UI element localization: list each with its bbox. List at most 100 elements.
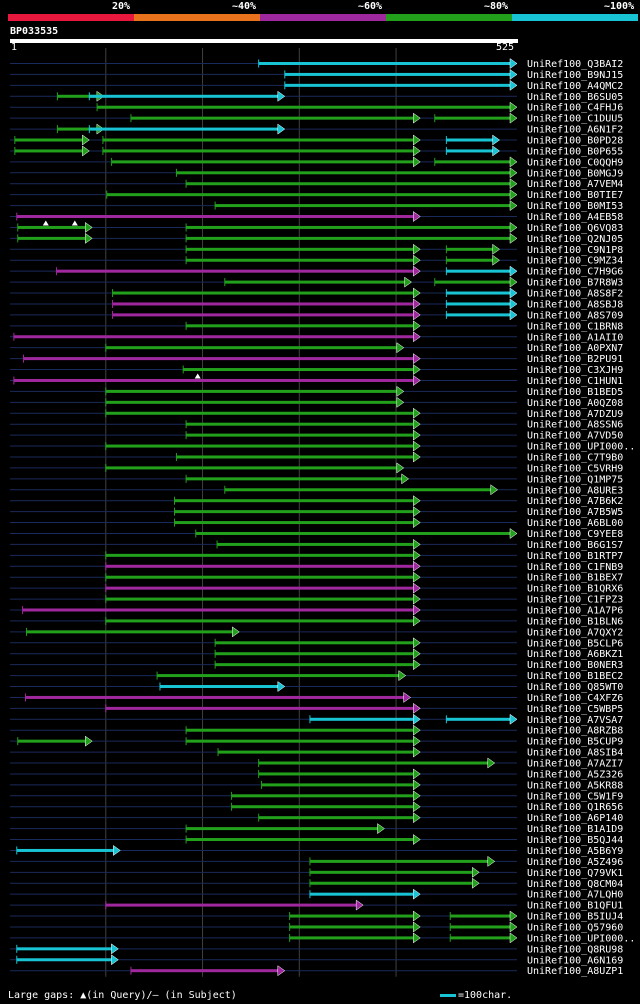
hit-segment: [13, 378, 417, 382]
hit-segment: [23, 357, 417, 361]
hit-segment: [105, 444, 417, 448]
hit-label: UniRef100_B0NER3: [527, 660, 623, 671]
hit-arrow: [412, 582, 421, 594]
hit-arrow: [412, 604, 421, 616]
hit-segment: [105, 389, 400, 393]
hit-segment: [14, 149, 86, 153]
hit-segment: [102, 149, 417, 153]
hit-label: UniRef100_B6SU05: [527, 92, 623, 103]
hit-arrow: [398, 670, 407, 682]
hit-arrow: [412, 648, 421, 660]
hit-segment: [186, 838, 417, 842]
hit-arrow: [412, 549, 421, 561]
hit-arrow: [509, 221, 518, 233]
hit-label: UniRef100_B0TIE7: [527, 190, 623, 201]
hit-segment: [446, 302, 513, 306]
query-bar: [10, 39, 518, 43]
hit-segment: [186, 182, 514, 186]
hit-label: UniRef100_Q79VK1: [527, 868, 623, 879]
hit-arrow: [509, 101, 518, 113]
hit-label: UniRef100_Q2NJ05: [527, 234, 623, 245]
hit-label: UniRef100_B5IUJ4: [527, 912, 623, 923]
hit-arrow: [412, 309, 421, 321]
hit-arrow: [277, 681, 286, 692]
hit-segment: [25, 695, 407, 699]
hit-arrow: [412, 593, 421, 605]
hit-segment: [215, 641, 417, 645]
hit-arrow: [412, 145, 421, 157]
hit-arrow: [412, 790, 421, 802]
hit-arrow: [509, 68, 518, 80]
hit-segment: [309, 717, 417, 721]
hit-label: UniRef100_A0PXN7: [527, 343, 623, 354]
hit-segment: [102, 138, 417, 142]
hit-segment: [289, 914, 417, 918]
hit-label: UniRef100_A6BKZ1: [527, 649, 623, 660]
scale-legend-text: =100char.: [458, 990, 513, 1001]
hit-label: UniRef100_Q57960: [527, 922, 623, 933]
hit-arrow: [82, 134, 90, 146]
hit-arrow: [412, 735, 421, 747]
hit-arrow: [412, 364, 421, 376]
hit-arrow: [509, 713, 518, 725]
hit-label: UniRef100_A5KR88: [527, 780, 623, 791]
hit-label: UniRef100_C0QQH9: [527, 157, 623, 168]
hit-segment: [22, 608, 417, 612]
hit-arrow: [509, 287, 518, 299]
hit-segment: [224, 280, 408, 284]
hit-label: UniRef100_C3XJH9: [527, 365, 623, 376]
hit-arrow: [377, 823, 385, 835]
hit-arrow: [412, 910, 421, 922]
hit-arrow: [412, 713, 421, 725]
hit-arrow: [412, 254, 421, 266]
hit-segment: [186, 433, 417, 437]
query-gap-marker: [42, 220, 49, 226]
hit-segment: [130, 969, 281, 973]
hit-arrow: [509, 167, 518, 179]
hit-segment: [186, 247, 417, 251]
hit-segment: [215, 652, 417, 656]
hit-label: UniRef100_A5B6Y9: [527, 846, 623, 857]
hit-arrow: [412, 724, 421, 736]
hit-arrow: [412, 418, 421, 430]
hit-arrow: [509, 910, 518, 922]
hit-label: UniRef100_Q8CM04: [527, 879, 623, 890]
hit-arrow: [412, 517, 421, 529]
hit-segment: [57, 94, 100, 98]
hit-label: UniRef100_B1QFU1: [527, 901, 623, 912]
hit-label: UniRef100_C9MZ34: [527, 256, 623, 267]
hit-segment: [231, 794, 417, 798]
hit-segment: [446, 258, 496, 262]
hit-segment: [16, 215, 417, 219]
hit-arrow: [412, 429, 421, 441]
hit-arrow: [412, 440, 421, 452]
hit-arrow: [509, 265, 518, 277]
hit-label: UniRef100_B0MI53: [527, 201, 623, 212]
hit-segment: [105, 619, 417, 623]
hit-arrow: [401, 473, 410, 485]
hit-segment: [215, 204, 513, 208]
hit-segment: [16, 848, 117, 852]
hit-label: UniRef100_UPI000..: [527, 442, 635, 453]
hit-label: UniRef100_A8SBJ8: [527, 299, 623, 310]
hit-label: UniRef100_A7QXY2: [527, 627, 623, 638]
hit-label: UniRef100_B1BEX7: [527, 573, 623, 584]
hit-segment: [186, 477, 405, 481]
hit-arrow: [492, 243, 501, 255]
hit-segment: [157, 674, 402, 678]
legend-label: 20%: [112, 1, 131, 12]
hit-label: UniRef100_A5Z496: [527, 857, 623, 868]
hit-segment: [284, 72, 513, 76]
hit-label: UniRef100_A8URE3: [527, 485, 623, 496]
hit-segment: [186, 225, 514, 229]
hit-arrow: [232, 626, 240, 638]
hit-segment: [105, 466, 400, 470]
hit-segment: [434, 280, 513, 284]
hit-segment: [258, 62, 513, 65]
hit-label: UniRef100_Q6VQ83: [527, 223, 623, 234]
hit-segment: [105, 586, 417, 590]
hit-arrow: [277, 965, 286, 977]
hit-label: UniRef100_C1DUU5: [527, 114, 623, 125]
hit-segment: [309, 881, 476, 885]
hit-segment: [89, 127, 281, 131]
